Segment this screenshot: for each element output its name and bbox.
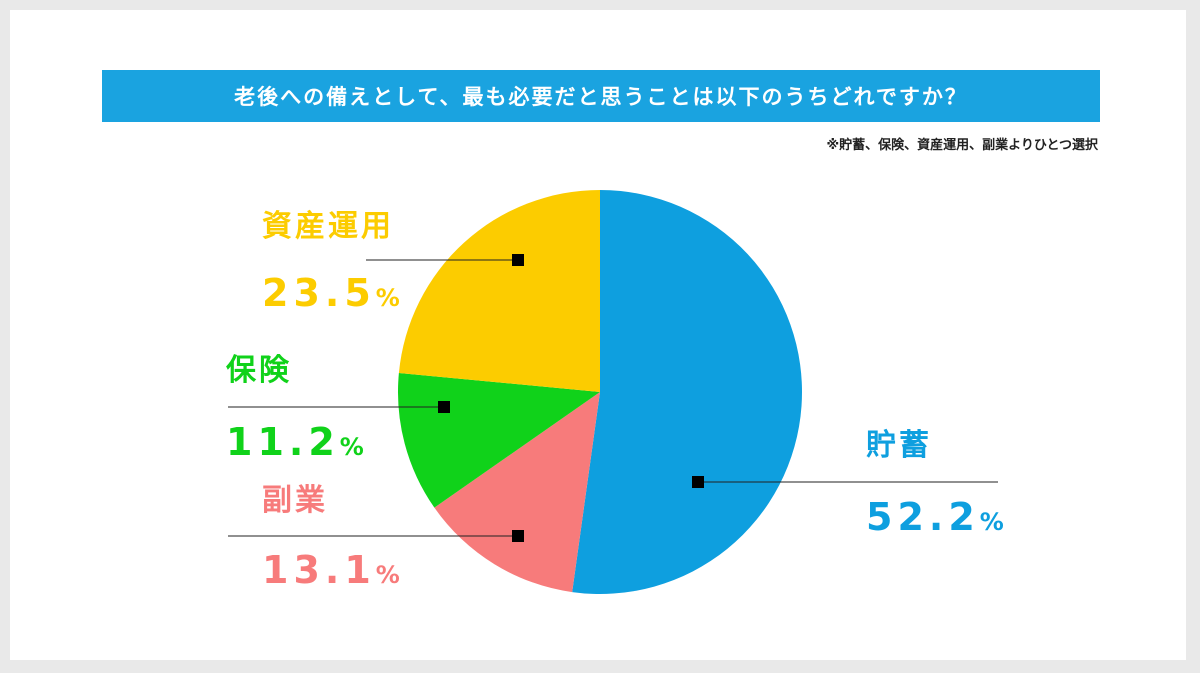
slice-marker-4 xyxy=(512,254,524,266)
slice-value-1: 52.2% xyxy=(866,495,1004,539)
selection-note: ※貯蓄、保険、資産運用、副業よりひとつ選択 xyxy=(826,138,1098,153)
slice-value-2: 13.1% xyxy=(262,548,400,592)
slice-label-2: 副業 xyxy=(262,483,328,518)
slice-label-3: 保険 xyxy=(226,353,292,388)
slice-marker-1 xyxy=(692,476,704,488)
slice-value-4: 23.5% xyxy=(262,271,400,315)
pie-slices xyxy=(398,190,803,594)
pie-slice-4 xyxy=(398,190,600,392)
slice-label-1: 貯蓄 xyxy=(866,428,932,463)
pie-slice-2 xyxy=(434,392,600,593)
slice-label-4: 資産運用 xyxy=(262,209,394,244)
pie-slice-1 xyxy=(572,190,803,594)
slice-marker-3 xyxy=(438,401,450,413)
slice-marker-2 xyxy=(512,530,524,542)
slice-value-3: 11.2% xyxy=(226,420,364,464)
question-title: 老後への備えとして、最も必要だと思うことは以下のうちどれですか？ xyxy=(102,70,1100,122)
slice-annotations: 貯蓄 52.2% 副業 13.1% 保険 11.2% 資産運用 23.5% xyxy=(226,209,1004,592)
